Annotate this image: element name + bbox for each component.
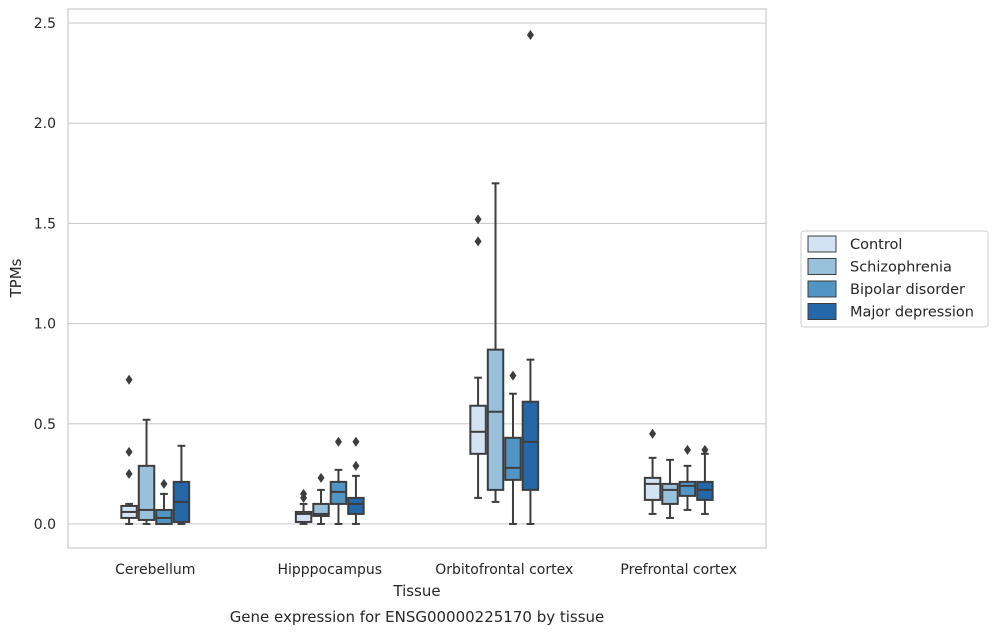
box	[312, 472, 330, 525]
outlier-point	[300, 488, 308, 499]
outlier-point	[125, 446, 133, 457]
box	[643, 428, 662, 515]
box-iqr	[696, 480, 714, 501]
x-tick-label: Cerebellum	[115, 562, 195, 578]
box-groups	[120, 30, 714, 525]
y-tick-label: 1.0	[34, 317, 56, 333]
plot-frame	[67, 8, 767, 549]
box	[155, 478, 173, 525]
legend-swatch	[807, 303, 837, 320]
y-tick-labels: 0.0 0.5 1.0 1.5 2.0 2.5	[34, 16, 56, 533]
box-iqr	[347, 496, 365, 515]
box-iqr	[469, 404, 487, 455]
x-tick-label: Hipppocampus	[277, 562, 382, 578]
legend-entry: Control	[850, 237, 902, 253]
box-iqr	[155, 508, 173, 525]
y-tick-label: 0.5	[34, 417, 56, 433]
legend: Control Schizophrenia Bipolar disorder Majo…	[800, 230, 989, 328]
legend-frame	[800, 230, 989, 328]
box-iqr	[137, 464, 156, 521]
y-gridlines	[68, 22, 766, 525]
y-tick-label: 2.5	[34, 16, 56, 32]
y-axis-label: TPMs	[7, 258, 25, 298]
chart-caption: Gene expression for ENSG00000225170 by t…	[230, 608, 605, 626]
box	[120, 374, 138, 525]
outlier-point	[352, 460, 360, 471]
outlier-point	[649, 428, 657, 439]
legend-swatch	[807, 280, 837, 298]
box-iqr	[294, 510, 313, 523]
box-iqr	[521, 400, 540, 491]
outlier-point	[474, 214, 482, 225]
box	[329, 436, 348, 525]
box-iqr	[643, 476, 662, 501]
box	[661, 458, 679, 519]
legend-swatch	[807, 235, 837, 253]
plot-background	[68, 9, 766, 548]
legend-entry: Major depression	[850, 305, 974, 321]
box-iqr	[486, 348, 505, 491]
box-iqr	[329, 480, 348, 505]
outlier-point	[317, 472, 325, 483]
legend-swatch	[807, 258, 837, 275]
x-tick-label: Orbitofrontal cortex	[435, 562, 573, 578]
legend-entry: Bipolar disorder	[850, 282, 965, 298]
box-iqr	[678, 480, 697, 497]
outlier-point	[352, 436, 360, 447]
box	[347, 436, 365, 525]
box	[486, 182, 505, 503]
box	[504, 370, 522, 525]
box-iqr	[661, 482, 679, 505]
box	[696, 444, 714, 515]
outlier-point	[526, 30, 534, 41]
y-tick-label: 1.5	[34, 216, 56, 232]
box	[172, 444, 191, 525]
x-tick-label: Prefrontal cortex	[620, 562, 737, 578]
outlier-point	[509, 370, 517, 381]
box	[137, 418, 156, 525]
outlier-point	[683, 444, 691, 455]
box	[678, 444, 697, 511]
outlier-point	[474, 236, 482, 247]
y-tick-label: 2.0	[34, 116, 56, 132]
outlier-point	[701, 444, 709, 455]
x-tick-labels: Cerebellum Hipppocampus Orbitofrontal cort…	[115, 562, 737, 578]
outlier-point	[334, 436, 342, 447]
y-tick-label: 0.0	[34, 517, 56, 533]
outlier-point	[160, 478, 168, 489]
box-iqr	[504, 436, 522, 481]
box	[521, 30, 540, 525]
box-iqr	[312, 502, 330, 517]
box	[294, 488, 313, 525]
legend-entry: Schizophrenia	[850, 260, 952, 276]
outlier-point	[125, 468, 133, 479]
box	[469, 214, 487, 499]
x-axis-label: Tissue	[392, 582, 440, 600]
outlier-point	[125, 374, 133, 385]
